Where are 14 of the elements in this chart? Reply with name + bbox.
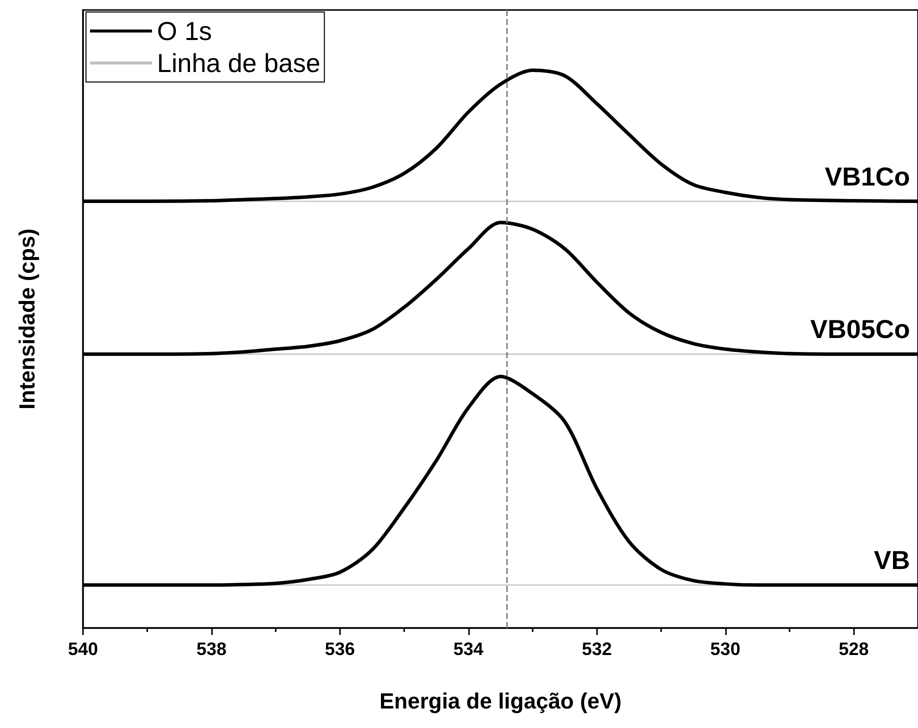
- x-tick-label: 540: [68, 639, 98, 659]
- x-tick-label: 532: [582, 639, 612, 659]
- y-axis-title: Intensidade (cps): [14, 228, 40, 410]
- x-axis-title: Energia de ligação (eV): [379, 688, 622, 714]
- x-tick-label: 534: [453, 639, 484, 659]
- x-tick-label: 528: [838, 639, 869, 659]
- x-tick-label: 536: [324, 639, 355, 659]
- legend-label: O 1s: [157, 16, 212, 46]
- annotation: VB05Co: [810, 314, 910, 344]
- x-tick-label: 538: [196, 639, 226, 659]
- annotation: VB1Co: [824, 161, 910, 192]
- legend-label: Linha de base: [157, 48, 320, 78]
- annotation: VB: [874, 545, 910, 576]
- x-tick-label: 530: [710, 639, 740, 659]
